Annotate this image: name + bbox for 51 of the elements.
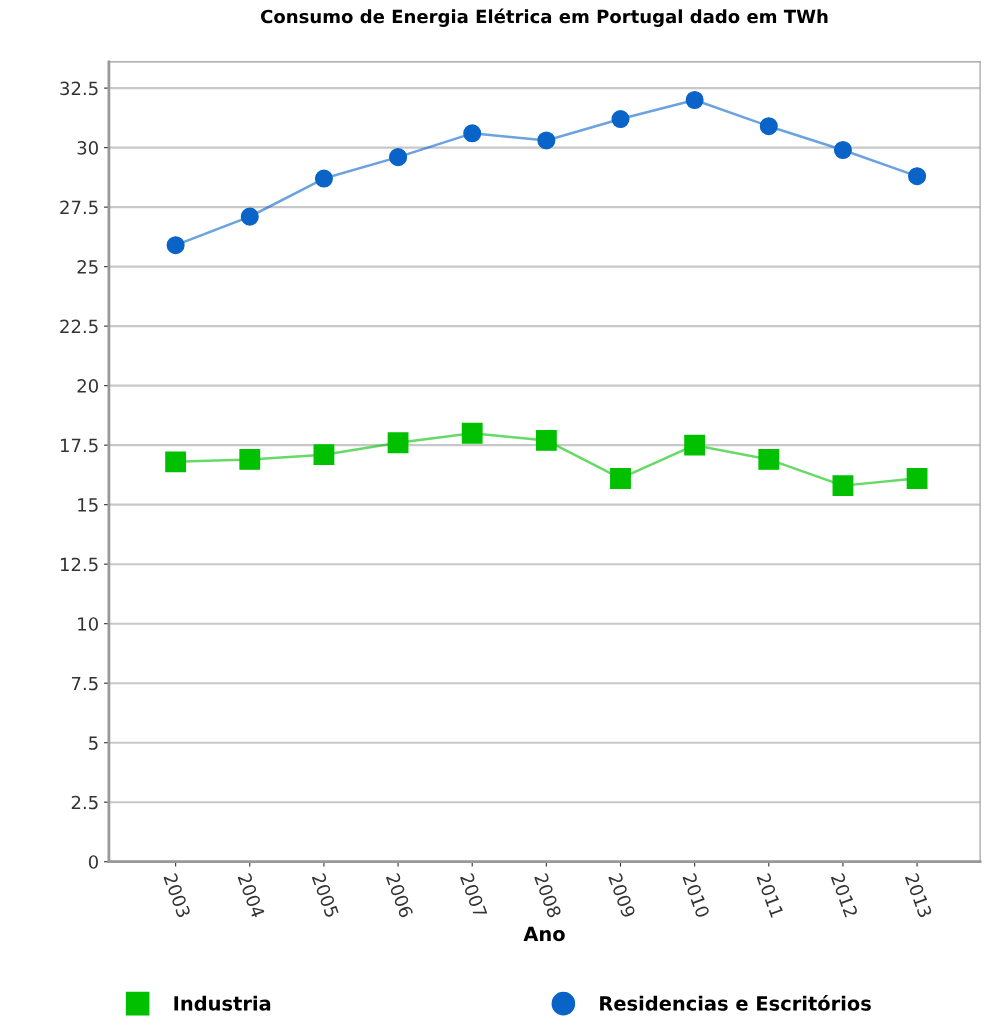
x-tick-label: 2011 bbox=[756, 872, 784, 918]
y-tick-label: 12.5 bbox=[60, 557, 98, 572]
point bbox=[759, 117, 778, 136]
point bbox=[239, 449, 261, 470]
y-tick-label: 27.5 bbox=[60, 200, 98, 215]
point bbox=[758, 449, 780, 470]
point bbox=[537, 131, 556, 150]
x-tick-label: 2005 bbox=[311, 872, 340, 918]
x-tick-label: 2007 bbox=[459, 872, 488, 918]
y-tick-label: 10 bbox=[78, 617, 98, 631]
x-tick-label: 2003 bbox=[163, 872, 191, 919]
point bbox=[832, 475, 854, 497]
y-tick-label: 5 bbox=[89, 736, 98, 750]
point bbox=[463, 124, 482, 143]
y-tick-label: 25 bbox=[77, 260, 98, 274]
point bbox=[389, 148, 408, 167]
legend-label: Residencias e Escritórios bbox=[600, 994, 871, 1011]
y-tick-label: 0 bbox=[88, 855, 98, 869]
point bbox=[166, 236, 185, 255]
point bbox=[684, 434, 706, 456]
point bbox=[833, 140, 852, 160]
y-tick-label: 22.5 bbox=[60, 319, 98, 334]
point bbox=[610, 468, 631, 489]
chart-title: Consumo de Energia Elétrica em Portugal dado em TWh bbox=[261, 8, 828, 27]
point bbox=[611, 110, 630, 129]
y-tick-label: 2.5 bbox=[71, 795, 98, 810]
y-tick-label: 7.5 bbox=[71, 676, 98, 691]
point bbox=[535, 429, 557, 451]
x-tick-label: 2004 bbox=[237, 872, 266, 919]
legend-label: Industria bbox=[174, 995, 271, 1011]
x-tick-label: 2012 bbox=[830, 872, 859, 918]
point bbox=[387, 432, 409, 454]
x-tick-label: 2009 bbox=[608, 872, 636, 919]
point bbox=[461, 422, 483, 444]
point bbox=[240, 207, 259, 226]
point bbox=[313, 444, 335, 466]
y-tick-label: 32.5 bbox=[60, 81, 98, 96]
y-tick-label: 20 bbox=[77, 379, 98, 393]
x-tick-label: 2010 bbox=[682, 872, 710, 919]
point bbox=[906, 468, 928, 489]
y-tick-label: 15 bbox=[78, 498, 98, 512]
y-tick-label: 17.5 bbox=[60, 438, 98, 453]
y-tick-label: 30 bbox=[77, 141, 98, 155]
point bbox=[314, 169, 333, 188]
x-tick-label: 2013 bbox=[904, 872, 933, 919]
point bbox=[685, 90, 704, 110]
point bbox=[908, 167, 927, 186]
x-tick-label: 2008 bbox=[534, 872, 562, 919]
x-axis-title: Ano bbox=[523, 926, 565, 942]
x-tick-label: 2006 bbox=[385, 872, 414, 919]
point bbox=[165, 451, 187, 473]
